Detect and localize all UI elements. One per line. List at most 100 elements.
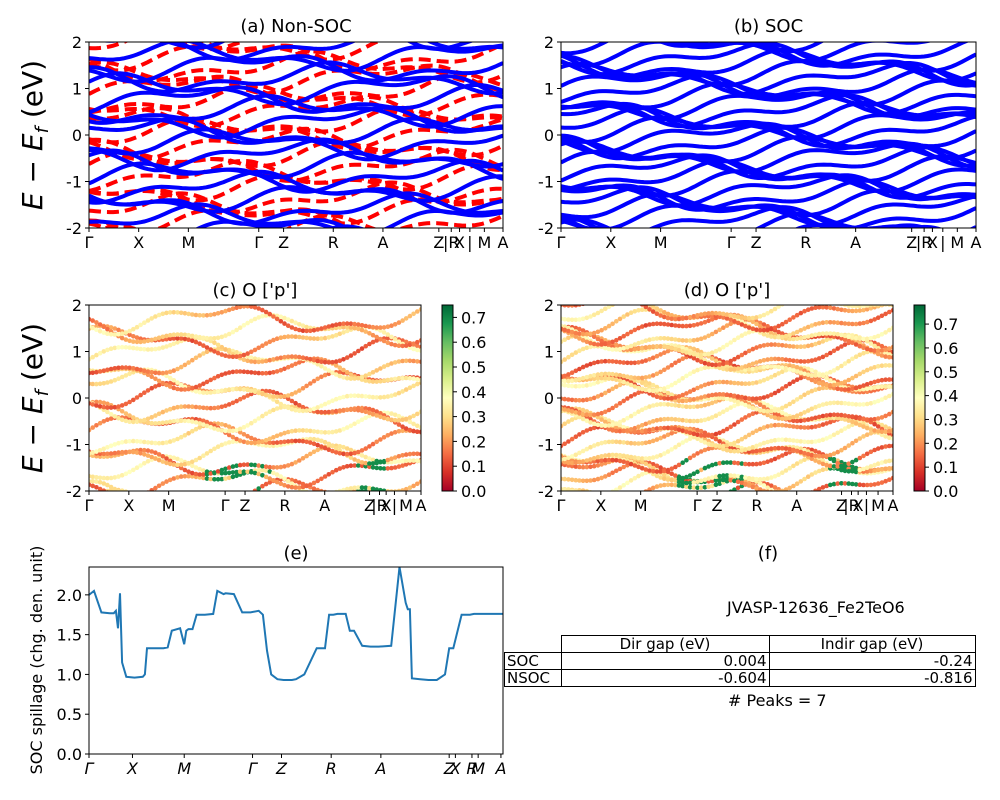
panel-c-point [330, 443, 335, 449]
panel-d-point [883, 395, 888, 401]
panel-d-point [861, 453, 866, 459]
panel-c-point [223, 466, 228, 472]
panel-c-point [256, 471, 262, 477]
panel-c-point [278, 481, 284, 487]
panel-c-point [282, 482, 287, 488]
panel-d-point [584, 428, 590, 433]
panel-d-point [673, 464, 678, 470]
panel-c-point [289, 461, 295, 467]
panel-d-point [816, 377, 822, 383]
panel-c-point [145, 338, 151, 344]
panel-d-point [603, 326, 608, 331]
panel-d-point [702, 477, 708, 483]
panel-c-point [193, 334, 199, 339]
panel-c-point [171, 368, 177, 373]
panel-d-point [835, 366, 840, 371]
panel-c-point [186, 418, 191, 424]
panel-c-point [400, 318, 405, 323]
panel-d-point [636, 390, 641, 396]
panel-d-point [732, 460, 737, 466]
panel-d-point [591, 425, 597, 431]
panel-c-point [127, 439, 132, 444]
panel-c-point [274, 356, 280, 361]
panel-c-point [90, 381, 95, 387]
panel-d-point [769, 458, 774, 463]
panel-c-ytick-label: -2 [66, 482, 82, 501]
panel-d-point [835, 464, 840, 469]
panel-d-point [890, 427, 893, 433]
panel-c-point [131, 334, 136, 339]
panel-d-point [639, 386, 645, 392]
panel-c-point [407, 415, 413, 420]
panel-d-point [831, 464, 837, 469]
panel-d-point [617, 458, 623, 464]
panel-c-point [260, 313, 265, 319]
panel-d-point [776, 323, 781, 329]
panel-d-point [883, 444, 888, 449]
panel-d-point [625, 440, 630, 446]
panel-c-point [363, 323, 369, 329]
panel-c-point [241, 469, 247, 475]
panel-c-point [105, 367, 110, 373]
panel-d-point [879, 460, 885, 465]
panel-c-point [311, 486, 317, 491]
panel-d-point [603, 306, 608, 312]
panel-d-point [746, 483, 752, 488]
panel-d-point [757, 396, 763, 401]
panel-c-point [370, 339, 376, 345]
panel-d-point [706, 416, 711, 422]
panel-d-point [776, 445, 781, 451]
panel-d-point [650, 426, 656, 432]
panel-d-point [875, 416, 881, 421]
panel-d-point [875, 378, 881, 384]
panel-d-point [769, 356, 774, 362]
panel-c-point [204, 419, 210, 425]
panel-c-point [282, 354, 287, 360]
panel-c-point [167, 454, 173, 460]
panel-c-point [293, 326, 298, 332]
panel-c-point [289, 325, 295, 330]
panel-f-title: (f) [758, 543, 778, 564]
panel-d-point [816, 438, 822, 444]
panel-c-point [415, 343, 420, 349]
panel-d-point [857, 371, 863, 377]
panel-c-point [297, 403, 302, 408]
panel-c-point [315, 478, 321, 484]
panel-c-point [182, 362, 188, 368]
panel-d-point [632, 429, 638, 435]
panel-c-point [337, 370, 343, 375]
panel-c-point [396, 339, 402, 345]
panel-d-point [750, 315, 756, 321]
panel-d-point [846, 481, 851, 486]
panel-d-point [769, 423, 774, 428]
panel-d-point [772, 372, 778, 378]
panel-c-point [167, 375, 173, 381]
panel-c-point [418, 348, 421, 353]
panel-d-point [798, 411, 804, 417]
panel-c-point [344, 425, 350, 430]
panel-c-point [400, 338, 405, 343]
panel-c-point [112, 442, 118, 447]
panel-d-point [654, 344, 660, 349]
panel-d-point [883, 424, 888, 430]
panel-d-point [735, 485, 741, 491]
panel-c-point [119, 440, 125, 445]
panel-c-point [385, 362, 391, 368]
panel-d-point [580, 459, 586, 464]
panel-d-point [831, 412, 837, 418]
panel-d-point [640, 299, 645, 304]
panel-c-point [204, 405, 210, 411]
panel-d-point [809, 439, 815, 445]
panel-d-point [713, 436, 719, 442]
panel-c-point [267, 440, 273, 446]
panel-d-point [735, 460, 741, 466]
panel-d-point [783, 319, 789, 325]
panel-c-point [341, 367, 346, 373]
panel-d-point [890, 377, 893, 382]
panel-d-point [750, 445, 756, 450]
panel-d-point [805, 425, 811, 430]
panel-c-point [267, 357, 273, 363]
panel-d-point [676, 358, 682, 364]
panel-c-point [367, 324, 372, 330]
panel-d-point [724, 447, 730, 453]
